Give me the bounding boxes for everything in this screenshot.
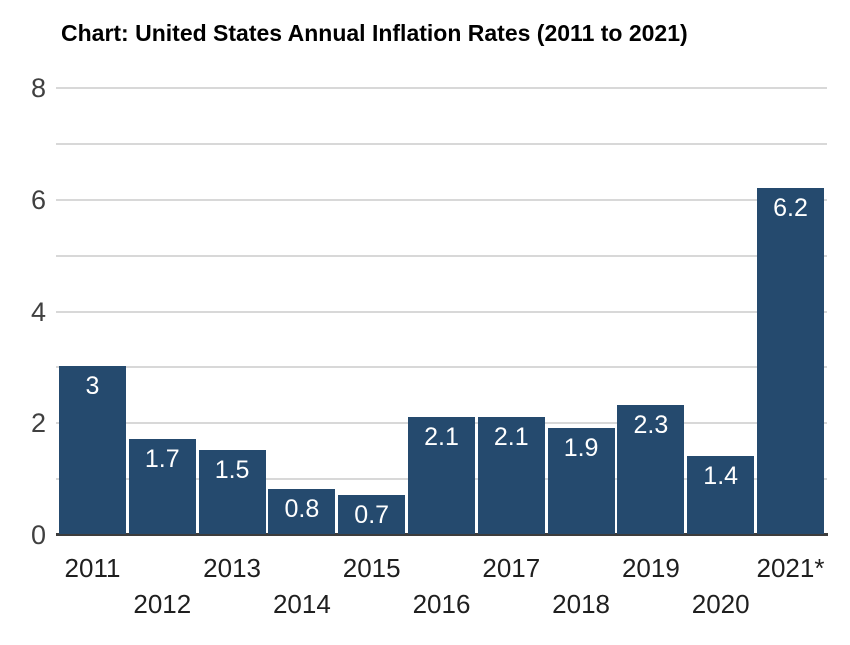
x-label-2017: 2017 [482, 553, 541, 583]
x-label-2021*: 2021* [756, 553, 825, 583]
y-tick-label-8: 8 [30, 73, 46, 103]
y-tick-label-0: 0 [30, 520, 46, 550]
bar-2014: 0.8 [268, 489, 336, 534]
bar-value-label-2014: 0.8 [284, 495, 320, 524]
x-label-2020: 2020 [691, 589, 750, 619]
bar-value-label-2012: 1.7 [144, 445, 180, 473]
bar-2011: 3 [59, 366, 126, 534]
bar-value-label-2019: 2.3 [633, 411, 669, 440]
x-label-2013: 2013 [203, 553, 262, 583]
bar-value-label-2020: 1.4 [703, 461, 739, 490]
bar-2021*: 6.2 [757, 187, 824, 534]
bar-2015: 0.7 [338, 494, 406, 534]
bar-2012: 1.7 [128, 439, 196, 534]
x-axis-line [56, 533, 828, 536]
bar-2017: 2.1 [477, 416, 545, 534]
y-tick-label-4: 4 [30, 296, 46, 327]
x-label-2019: 2019 [621, 553, 680, 583]
chart-title: Chart: United States Annual Inflation Ra… [61, 20, 688, 46]
gridline-8 [56, 87, 827, 89]
x-label-2012: 2012 [133, 589, 192, 619]
bar-value-label-2018: 1.9 [563, 433, 599, 462]
x-label-2014: 2014 [272, 589, 331, 619]
gridline-5 [56, 254, 827, 257]
x-label-2018: 2018 [552, 589, 611, 619]
gridline-6 [56, 198, 827, 201]
y-tick-label-6: 6 [30, 184, 46, 215]
x-label-2011: 2011 [64, 553, 121, 583]
x-label-2016: 2016 [412, 589, 471, 619]
bar-value-label-2015: 0.7 [354, 500, 390, 529]
bar-2013: 1.5 [198, 450, 266, 534]
bar-2020: 1.4 [687, 455, 755, 534]
x-label-2015: 2015 [342, 553, 401, 583]
bar-2016: 2.1 [408, 416, 475, 534]
bar-value-label-2017: 2.1 [493, 422, 529, 451]
bar-2019: 2.3 [617, 405, 685, 534]
gridline-4 [56, 310, 827, 313]
bar-value-label-2016: 2.1 [424, 422, 459, 451]
bar-value-label-2021*: 6.2 [773, 193, 808, 222]
bar-2018: 1.9 [547, 427, 615, 534]
bar-value-label-2013: 1.5 [214, 456, 250, 485]
y-tick-label-2: 2 [30, 408, 46, 439]
bar-value-label-2011: 3 [85, 372, 100, 401]
gridline-7 [56, 142, 827, 145]
gridline-3 [56, 366, 827, 369]
